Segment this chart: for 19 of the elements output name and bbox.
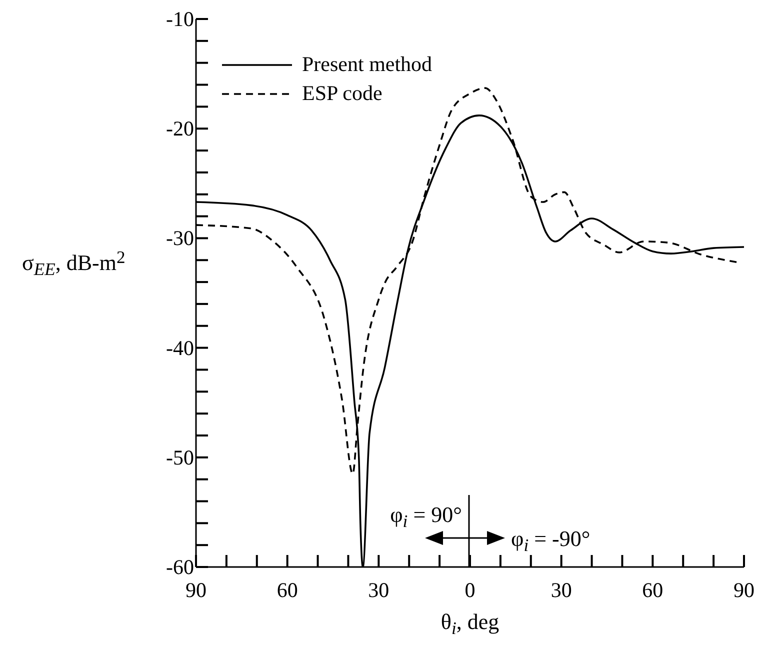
x-axis-title: θ$_{i}$, deg <box>440 609 500 638</box>
y-tick-label: -30 <box>166 226 194 250</box>
x-tick-label: 90 <box>186 578 206 602</box>
y-tick-label: -10 <box>166 7 194 31</box>
y-axis-title: σ$_{EE}$, dB-m$^{2}$ <box>22 246 126 280</box>
y-tick-label: -60 <box>166 555 194 579</box>
x-tick-label: 0 <box>464 578 476 602</box>
y-tick-label: -50 <box>166 445 194 470</box>
annotation: φ$_{i}$ = 90° <box>390 502 462 532</box>
x-tick-label: 30 <box>368 578 390 602</box>
x-tick-label: 90 <box>734 578 754 602</box>
x-tick-label: 60 <box>642 578 664 602</box>
annotation: φ$_{i}$ = -90° <box>511 526 590 556</box>
y-tick-label: -20 <box>166 116 194 141</box>
y-tick-label: -40 <box>166 336 194 360</box>
legend-label: Present method <box>302 52 432 77</box>
x-tick-label: 60 <box>276 578 298 602</box>
legend-label: ESP code <box>302 81 382 106</box>
x-tick-label: 30 <box>550 578 572 602</box>
